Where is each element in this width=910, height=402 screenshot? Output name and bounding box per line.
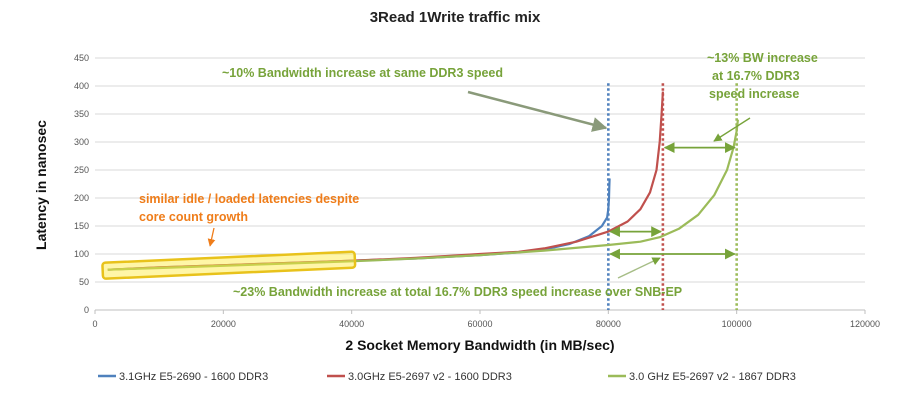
- x-tick-label: 40000: [339, 319, 364, 329]
- pointer-arrow-23pct: [617, 257, 661, 279]
- y-tick-label: 100: [74, 249, 89, 259]
- y-tick-label: 50: [79, 277, 89, 287]
- y-tick-label: 350: [74, 109, 89, 119]
- annotation-text: ~23% Bandwidth increase at total 16.7% D…: [233, 285, 682, 299]
- legend: 3.1GHz E5-2690 - 1600 DDR3 3.0GHz E5-2697…: [98, 371, 796, 383]
- legend-label: 3.0GHz E5-2697 v2 - 1600 DDR3: [348, 371, 512, 383]
- annotation-text: core count growth: [139, 210, 248, 224]
- y-tick-label: 150: [74, 221, 89, 231]
- y-tick-label: 450: [74, 53, 89, 63]
- x-tick-label: 80000: [596, 319, 621, 329]
- y-tick-label: 0: [84, 305, 89, 315]
- x-tick-label: 60000: [467, 319, 492, 329]
- y-tick-label: 300: [74, 137, 89, 147]
- pointer-arrow-10pct: [467, 90, 608, 132]
- annotation-text: ~13% BW increase: [707, 51, 818, 65]
- x-tick-label: 120000: [850, 319, 880, 329]
- pointer-arrow-13pct: [713, 117, 751, 142]
- chart-title: 3Read 1Write traffic mix: [370, 9, 541, 26]
- legend-label: 3.0 GHz E5-2697 v2 - 1867 DDR3: [629, 371, 796, 383]
- annotation-text: ~10% Bandwidth increase at same DDR3 spe…: [222, 66, 503, 80]
- annotations: ~10% Bandwidth increase at same DDR3 spe…: [139, 51, 818, 299]
- annotation-text: speed increase: [709, 87, 799, 101]
- highlight-box: [101, 250, 357, 280]
- x-axis-title: 2 Socket Memory Bandwidth (in MB/sec): [345, 337, 614, 353]
- series-lines: [107, 91, 739, 271]
- tick-labels: 0 50 100 150 200 250 300 350 400 450 0 20000 40000 60…: [74, 53, 880, 329]
- reference-lines: [607, 83, 738, 310]
- idle-latency-highlight: [101, 250, 357, 280]
- legend-label: 3.1GHz E5-2690 - 1600 DDR3: [119, 371, 268, 383]
- x-tick-label: 100000: [722, 319, 752, 329]
- gridlines: [95, 57, 865, 283]
- series-line-2: [107, 119, 739, 271]
- x-tick-label: 20000: [211, 319, 236, 329]
- x-tick-label: 0: [92, 319, 97, 329]
- annotation-text: at 16.7% DDR3: [712, 69, 800, 83]
- pointer-arrow-orange: [207, 227, 216, 247]
- y-tick-label: 200: [74, 193, 89, 203]
- annotation-text: similar idle / loaded latencies despite: [139, 192, 359, 206]
- y-axis-title: Latency in nanosec: [33, 120, 49, 250]
- annotation-arrows: [207, 90, 751, 279]
- axes: [94, 309, 866, 314]
- series-line-1: [107, 91, 664, 271]
- y-tick-label: 250: [74, 165, 89, 175]
- y-tick-label: 400: [74, 81, 89, 91]
